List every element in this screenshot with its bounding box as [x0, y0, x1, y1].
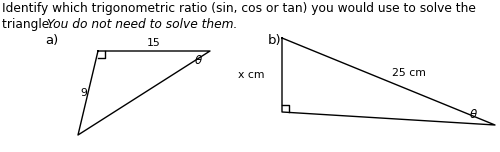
Text: θ: θ	[194, 55, 202, 67]
Text: 15: 15	[147, 38, 161, 48]
Text: b): b)	[268, 34, 281, 47]
Text: a): a)	[45, 34, 58, 47]
Text: triangle.: triangle.	[2, 18, 57, 31]
Text: Identify which trigonometric ratio (sin, cos or tan) you would use to solve the: Identify which trigonometric ratio (sin,…	[2, 2, 476, 15]
Text: 25 cm: 25 cm	[392, 69, 426, 78]
Text: You do not need to solve them.: You do not need to solve them.	[47, 18, 238, 31]
Text: 9: 9	[80, 88, 87, 98]
Text: x cm: x cm	[238, 70, 264, 80]
Text: θ: θ	[470, 109, 476, 121]
